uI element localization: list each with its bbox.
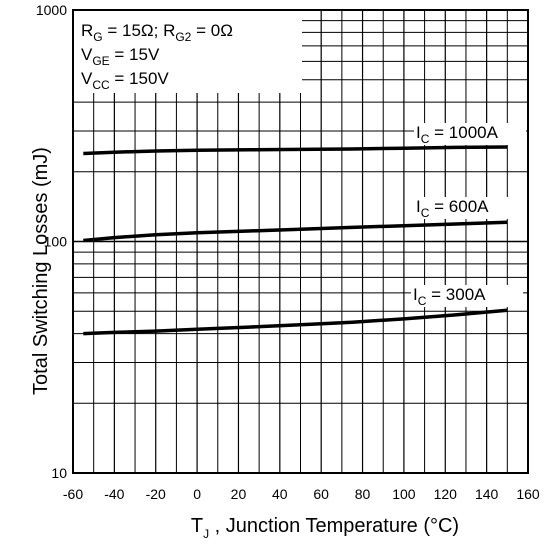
x-tick-label: 80: [355, 486, 371, 502]
series-label-rest: = 600A: [429, 197, 489, 216]
x-tick-label: 140: [475, 486, 499, 502]
y-axis-label: Total Switching Losses (mJ): [30, 147, 52, 395]
series-label: IC = 300A: [413, 285, 486, 308]
x-tick-label: 100: [392, 486, 416, 502]
x-tick-label: -40: [104, 486, 124, 502]
y-tick-label: 10: [51, 465, 67, 481]
x-tick-label: 160: [516, 486, 540, 502]
x-tick-label: 40: [272, 486, 288, 502]
series-label: IC = 600A: [416, 197, 489, 220]
x-tick-label: -60: [63, 486, 83, 502]
condition-rest: = 150V: [110, 69, 170, 88]
series-label-main: I: [416, 197, 421, 216]
x-axis-label-main: T: [191, 515, 203, 537]
x-axis-label-sub: J: [203, 527, 209, 541]
condition-sub: G2: [175, 30, 191, 44]
series-label-rest: = 1000A: [429, 123, 498, 142]
series-label: IC = 1000A: [416, 123, 499, 146]
plot-frame: [72, 9, 529, 474]
y-tick-label: 1000: [36, 2, 67, 18]
conditions-background: [74, 11, 302, 93]
series-label-main: I: [413, 285, 418, 304]
x-tick-label: 60: [313, 486, 329, 502]
series-label-background: [414, 197, 526, 219]
series-line: [83, 220, 508, 243]
y-tick-label: 100: [44, 234, 68, 250]
condition-main: V: [81, 45, 93, 64]
condition-sub: G: [93, 30, 102, 44]
condition-rest: = 15V: [110, 45, 160, 64]
tick-labels: -60 -40 -20 0 20 40 60 80 100 120 140 160 10 100 1000: [36, 2, 540, 502]
condition-line: VCC = 150V: [81, 69, 169, 92]
series-label-main: I: [416, 123, 421, 142]
series-label-sub: C: [421, 132, 430, 146]
condition-sub: CC: [92, 78, 110, 92]
series-line: [83, 308, 508, 336]
condition-line: VGE = 15V: [81, 45, 160, 68]
x-tick-label: 120: [434, 486, 458, 502]
series-label-background: [414, 123, 526, 145]
x-tick-label: 0: [193, 486, 201, 502]
condition-main: R: [81, 21, 93, 40]
series-label-background: [411, 285, 523, 307]
x-axis-label: TJ , Junction Temperature (°C): [191, 515, 459, 541]
x-tick-label: -20: [146, 486, 166, 502]
condition-rest: = 0Ω: [191, 21, 233, 40]
condition-line: RG = 15Ω; RG2 = 0Ω: [81, 21, 233, 44]
condition-rest: = 15Ω; R: [103, 21, 176, 40]
series-label-sub: C: [418, 294, 427, 308]
x-tick-label: 20: [231, 486, 247, 502]
series-label-rest: = 300A: [426, 285, 486, 304]
series-line: [83, 145, 508, 156]
series-label-sub: C: [421, 206, 430, 220]
x-axis-label-rest: , Junction Temperature (°C): [209, 515, 459, 537]
condition-sub: GE: [92, 54, 109, 68]
condition-main: V: [81, 69, 93, 88]
